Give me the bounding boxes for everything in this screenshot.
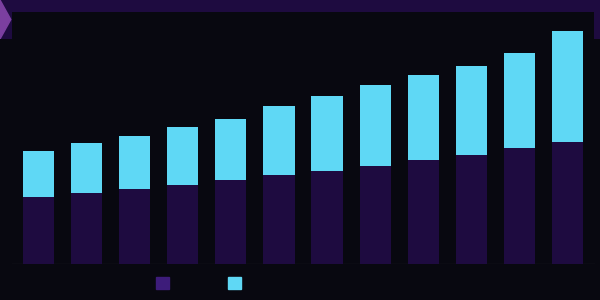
Bar (71, 143, 102, 193)
Bar (359, 166, 391, 264)
Bar (311, 95, 343, 170)
Bar (407, 74, 439, 160)
Bar (263, 175, 295, 264)
Bar (167, 184, 199, 264)
Polygon shape (0, 0, 11, 39)
Bar (71, 193, 102, 264)
Bar (263, 106, 295, 175)
Bar (552, 31, 583, 142)
Bar (228, 277, 241, 289)
Bar (215, 119, 247, 180)
Bar (23, 197, 54, 264)
Bar (504, 148, 535, 264)
Bar (407, 160, 439, 264)
Bar (504, 53, 535, 148)
Bar (119, 189, 150, 264)
Bar (23, 152, 54, 197)
Bar (456, 66, 487, 154)
Text: Europe automated sortation system market size, by type, 2016 - 2027 (USD Billion: Europe automated sortation system market… (15, 14, 472, 25)
Bar (215, 180, 247, 264)
Bar (552, 142, 583, 264)
Bar (311, 170, 343, 264)
Bar (456, 154, 487, 264)
Bar (119, 136, 150, 189)
Bar (167, 127, 199, 184)
Bar (359, 85, 391, 166)
Bar (156, 277, 169, 289)
